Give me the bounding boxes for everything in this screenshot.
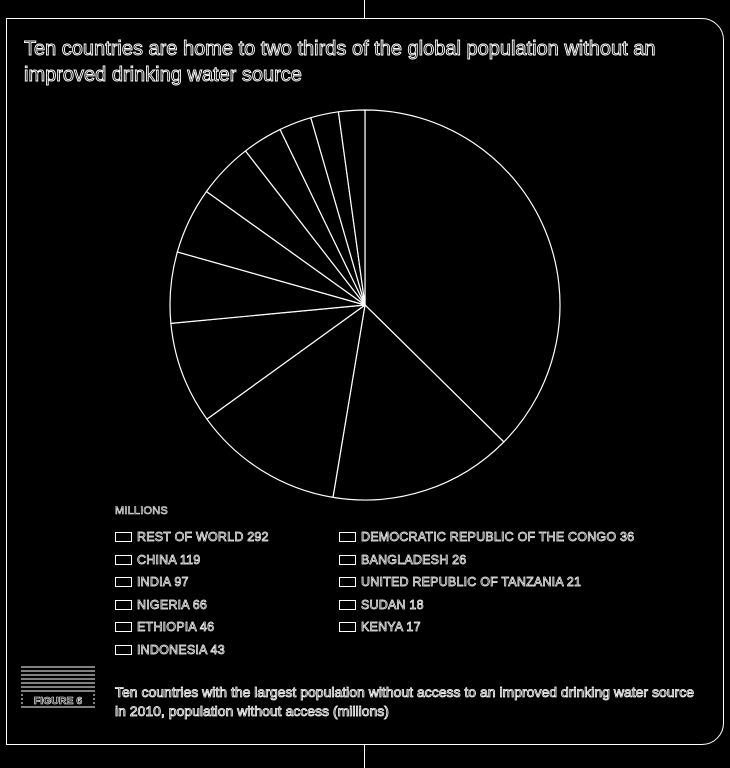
legend-swatch: [339, 532, 356, 543]
pie-slice-kenya: [337, 109, 366, 306]
legend-label: DEMOCRATIC REPUBLIC OF THE CONGO 36: [361, 530, 635, 545]
pie-slice-rest-of-world: [364, 109, 561, 443]
bottom-divider-line: [364, 745, 365, 768]
legend-item: INDONESIA 43: [115, 639, 269, 662]
legend-swatch: [339, 599, 356, 610]
legend-item: INDIA 97: [115, 571, 269, 594]
top-divider-line: [364, 0, 365, 18]
legend-label: KENYA 17: [361, 620, 421, 635]
legend-left-column: REST OF WORLD 292 CHINA 119 INDIA 97 NIG…: [115, 526, 269, 661]
legend-label: ETHIOPIA 46: [137, 620, 215, 635]
pie-slice-china: [332, 304, 505, 501]
legend-swatch: [339, 622, 356, 633]
legend-item: NIGERIA 66: [115, 594, 269, 617]
legend-label: UNITED REPUBLIC OF TANZANIA 21: [361, 575, 582, 590]
legend-swatch: [115, 577, 132, 588]
figure-logo: FIGURE 6: [21, 666, 95, 708]
legend-label: CHINA 119: [137, 552, 201, 567]
legend-item: UNITED REPUBLIC OF TANZANIA 21: [339, 571, 634, 594]
legend-swatch: [115, 532, 132, 543]
legend-header: MILLIONS: [115, 505, 168, 518]
legend-swatch: [115, 622, 132, 633]
legend-item: KENYA 17: [339, 616, 634, 639]
legend-right-column: DEMOCRATIC REPUBLIC OF THE CONGO 36 BANG…: [339, 526, 634, 639]
legend-swatch: [339, 554, 356, 565]
legend-swatch: [115, 599, 132, 610]
legend-swatch: [115, 644, 132, 655]
legend-swatch: [115, 554, 132, 565]
legend-item: CHINA 119: [115, 549, 269, 572]
legend-item: SUDAN 18: [339, 594, 634, 617]
legend-label: INDONESIA 43: [137, 642, 225, 657]
legend-label: SUDAN 18: [361, 597, 424, 612]
legend-item: REST OF WORLD 292: [115, 526, 269, 549]
pie-slice-india: [206, 304, 366, 498]
legend-label: INDIA 97: [137, 575, 189, 590]
legend-label: NIGERIA 66: [137, 597, 208, 612]
legend-swatch: [339, 577, 356, 588]
legend-label: REST OF WORLD 292: [137, 530, 269, 545]
pie-chart: [169, 109, 561, 501]
legend-label: BANGLADESH 26: [361, 552, 467, 567]
figure-panel: [6, 18, 724, 745]
figure-caption: Ten countries with the largest populatio…: [115, 684, 695, 720]
legend-item: DEMOCRATIC REPUBLIC OF THE CONGO 36: [339, 526, 634, 549]
legend-item: BANGLADESH 26: [339, 549, 634, 572]
chart-title: Ten countries are home to two thirds of …: [24, 38, 656, 87]
figure-label: FIGURE 6: [34, 695, 83, 707]
legend-item: ETHIOPIA 46: [115, 616, 269, 639]
pie-slice-nigeria: [170, 304, 366, 420]
